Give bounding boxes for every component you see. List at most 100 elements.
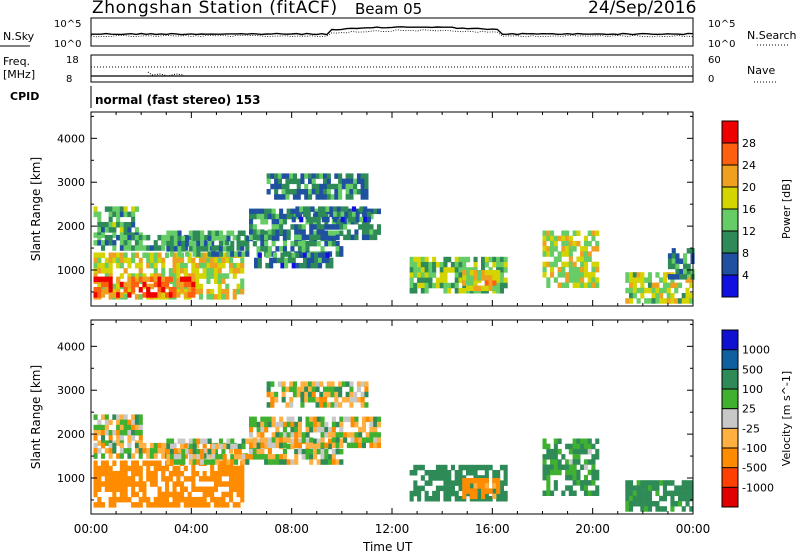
- echo-cell: [127, 442, 132, 449]
- echo-cell: [360, 178, 365, 185]
- echo-cell: [104, 268, 109, 274]
- echo-cell: [195, 486, 200, 492]
- echo-cell: [576, 438, 581, 444]
- echo-cell: [310, 257, 315, 264]
- echo-cell: [462, 483, 467, 489]
- echo-cell: [625, 495, 630, 502]
- echo-cell: [346, 208, 351, 215]
- echo-cell: [469, 485, 474, 492]
- echo-cell: [172, 268, 177, 274]
- echo-cell: [240, 288, 245, 295]
- echo-cell: [339, 416, 344, 423]
- echo-cell: [93, 206, 98, 212]
- nave-tick-top: 60: [708, 55, 721, 66]
- echo-cell: [264, 230, 269, 236]
- echo-cell: [576, 230, 581, 236]
- echo-cell: [279, 416, 284, 423]
- echo-cell: [203, 438, 208, 444]
- echo-cell: [119, 476, 124, 482]
- echo-cell: [644, 495, 649, 502]
- echo-cell: [256, 454, 261, 460]
- echo-cell: [323, 189, 328, 195]
- echo-cell: [583, 485, 588, 491]
- echo-cell: [496, 282, 501, 289]
- echo-cell: [503, 496, 508, 502]
- echo-cell: [101, 240, 106, 246]
- echo-cell: [108, 442, 113, 449]
- echo-cell: [290, 459, 295, 465]
- echo-cell: [326, 183, 331, 190]
- echo-cell: [666, 282, 671, 289]
- echo-cell: [481, 262, 486, 268]
- echo-cell: [591, 277, 596, 283]
- echo-cell: [97, 240, 102, 246]
- echo-cell: [119, 481, 124, 487]
- echo-cell: [97, 227, 102, 233]
- echo-cell: [334, 391, 339, 398]
- echo-cell: [116, 262, 121, 269]
- echo-cell: [335, 219, 340, 225]
- echo-cell: [294, 448, 299, 455]
- echo-cell: [345, 178, 350, 185]
- echo-cell: [153, 292, 158, 298]
- echo-cell: [195, 283, 200, 290]
- echo-cell: [315, 381, 320, 387]
- echo-cell: [685, 277, 690, 283]
- echo-cell: [686, 268, 691, 275]
- echo-cell: [469, 270, 474, 276]
- echo-cell: [188, 246, 193, 252]
- echo-cell: [572, 448, 577, 455]
- echo-cell: [636, 277, 641, 283]
- echo-cell: [192, 443, 197, 450]
- echo-cell: [275, 234, 280, 241]
- echo-cell: [161, 294, 166, 300]
- echo-cell: [218, 246, 223, 252]
- echo-cell: [300, 402, 305, 408]
- echo-cell: [315, 189, 320, 195]
- echo-cell: [153, 453, 158, 459]
- echo-cell: [343, 234, 348, 241]
- echo-cell: [267, 421, 272, 428]
- echo-cell: [172, 502, 177, 508]
- colorbar-segment: [722, 143, 738, 166]
- echo-cell: [343, 219, 348, 225]
- echo-cell: [236, 491, 241, 498]
- echo-cell: [550, 490, 555, 496]
- echo-cell: [168, 287, 173, 293]
- echo-cell: [595, 282, 600, 288]
- echo-cell: [309, 416, 314, 423]
- echo-cell: [348, 211, 353, 218]
- echo-cell: [325, 206, 330, 212]
- echo-cell: [300, 397, 305, 403]
- echo-cell: [181, 459, 186, 465]
- echo-cell: [303, 206, 308, 212]
- echo-cell: [458, 470, 463, 476]
- echo-cell: [466, 277, 471, 284]
- echo-cell: [191, 281, 196, 288]
- echo-cell: [241, 240, 246, 247]
- echo-cell: [240, 491, 245, 498]
- echo-cell: [349, 194, 354, 200]
- echo-cell: [458, 267, 463, 273]
- echo-cell: [123, 414, 128, 420]
- echo-cell: [237, 448, 242, 455]
- echo-cell: [496, 488, 501, 494]
- echo-cell: [303, 257, 308, 264]
- echo-cell: [447, 267, 452, 273]
- echo-cell: [632, 293, 637, 299]
- echo-cell: [341, 178, 346, 185]
- echo-cell: [206, 502, 211, 508]
- echo-cell: [153, 252, 158, 258]
- echo-cell: [202, 476, 207, 482]
- echo-cell: [424, 490, 429, 497]
- colorbar-segment: [722, 487, 738, 508]
- echo-cell: [119, 453, 124, 459]
- echo-cell: [473, 262, 478, 268]
- echo-cell: [568, 443, 573, 450]
- echo-cell: [443, 282, 448, 289]
- echo-cell: [365, 234, 370, 241]
- echo-cell: [217, 273, 222, 279]
- echo-cell: [550, 261, 555, 268]
- echo-cell: [473, 475, 478, 481]
- echo-cell: [458, 272, 463, 278]
